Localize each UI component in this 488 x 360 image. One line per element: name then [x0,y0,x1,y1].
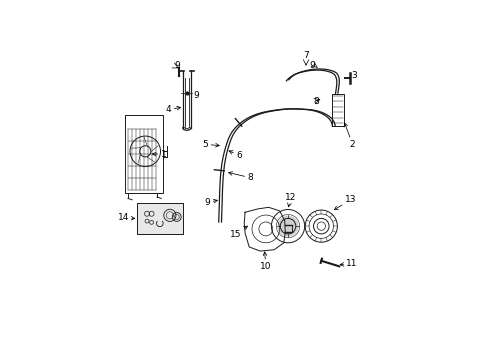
Text: 9: 9 [308,61,314,70]
Text: 8: 8 [313,98,319,107]
Bar [137,203,183,234]
Text: 8: 8 [228,172,252,182]
Bar [331,94,343,126]
Text: 5: 5 [203,140,219,149]
Text: 10: 10 [260,252,271,271]
Text: 9: 9 [204,198,217,207]
Bar [125,115,163,193]
Text: 7: 7 [303,51,308,60]
Text: 4: 4 [165,105,180,114]
Text: 13: 13 [334,195,356,210]
Circle shape [277,216,298,237]
Text: 1: 1 [152,150,166,158]
Text: 9: 9 [193,91,199,100]
Text: 2: 2 [344,123,355,149]
Text: 11: 11 [340,259,357,268]
Text: 9: 9 [174,62,180,71]
Text: 12: 12 [285,193,296,207]
Text: 14: 14 [118,213,135,222]
Text: 3: 3 [350,71,356,80]
Text: 6: 6 [228,151,242,160]
Text: 15: 15 [230,226,247,239]
